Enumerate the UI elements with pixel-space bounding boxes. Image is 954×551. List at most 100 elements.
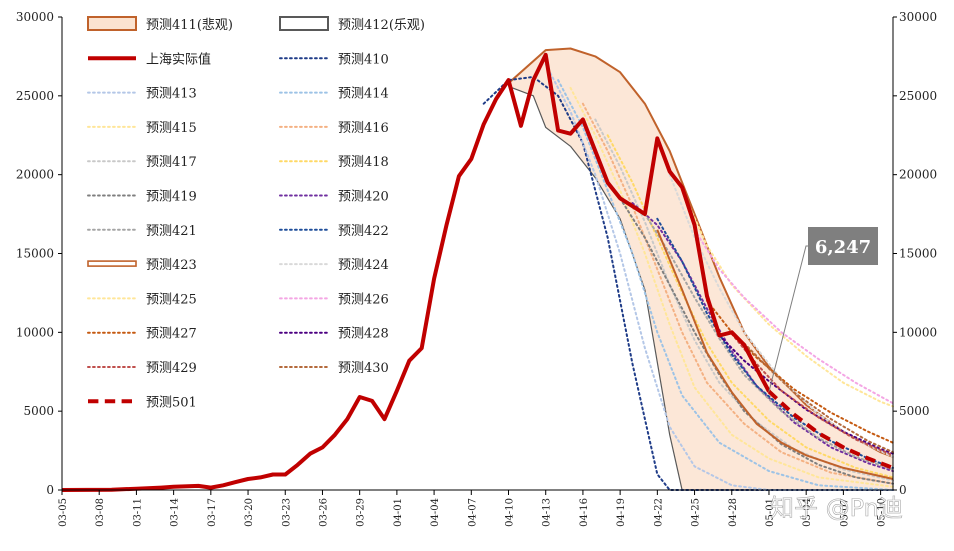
legend-label: 预测411(悲观)	[146, 17, 233, 33]
series-line-416	[581, 102, 894, 485]
x-tick-label: 04-16	[579, 498, 590, 527]
series-line-actual	[61, 52, 771, 492]
legend-item: 预测416	[279, 121, 389, 136]
series-line-423	[656, 229, 894, 480]
legend-swatch	[87, 16, 137, 31]
x-tick-label: 05-07	[839, 498, 850, 527]
series-line-417	[594, 118, 894, 482]
callout-box	[808, 227, 878, 265]
legend-item: 预测414	[279, 87, 389, 102]
legend-item: 预测422	[279, 224, 389, 239]
x-tick-label: 05-01	[765, 498, 776, 527]
callout-label: 6,247	[815, 237, 871, 258]
x-tick-label: 04-07	[467, 498, 478, 527]
y-tick-label-right: 30000	[899, 10, 937, 24]
x-tick-label: 04-04	[430, 498, 441, 527]
legend-item: 上海实际值	[88, 51, 211, 67]
x-tick-label: 04-22	[653, 498, 664, 527]
legend-label: 预测426	[338, 292, 389, 307]
series-line-414	[557, 79, 894, 491]
x-tick-label: 03-17	[207, 498, 218, 527]
y-tick-label-right: 15000	[899, 247, 937, 261]
legend-item: 预测425	[87, 292, 197, 307]
series-line-420	[631, 202, 894, 473]
legend-swatch	[87, 260, 137, 267]
series-line-415	[569, 86, 894, 488]
x-tick-label: 04-28	[728, 498, 739, 527]
legend-label: 预测410	[338, 52, 389, 67]
legend-label: 预测413	[146, 87, 197, 102]
legend-label: 预测422	[338, 224, 389, 239]
series-line-425	[681, 189, 894, 408]
legend-label: 预测424	[338, 258, 389, 273]
legend-label: 预测419	[146, 190, 197, 205]
y-tick-label-left: 20000	[16, 168, 54, 182]
x-tick-label: 03-05	[58, 498, 69, 527]
y-tick-label-left: 15000	[16, 247, 54, 261]
x-tick-label: 03-14	[170, 498, 181, 527]
y-tick-label-right: 5000	[899, 404, 930, 418]
legend-item: 预测410	[279, 52, 389, 67]
series-line-413	[544, 63, 894, 491]
y-tick-label-right: 10000	[899, 325, 937, 339]
y-tick-label-left: 0	[46, 483, 54, 497]
series-line-426	[693, 228, 894, 405]
x-tick-label: 03-20	[244, 498, 255, 527]
legend-item: 预测430	[279, 361, 389, 376]
legend-item: 预测429	[87, 361, 197, 376]
y-tick-label-left: 25000	[16, 89, 54, 103]
legend-item: 预测412(乐观)	[279, 16, 425, 33]
axes: 0 5000 10000 15000 20000 25000 30000 0 5000 10000…	[16, 10, 937, 527]
legend-label: 预测430	[338, 361, 389, 376]
x-tick-label: 03-11	[132, 498, 143, 527]
legend-item: 预测501	[88, 395, 197, 410]
x-tick-label: 03-29	[356, 498, 367, 527]
x-tick-label: 05-10	[877, 498, 888, 527]
legend-item: 预测424	[279, 258, 389, 273]
legend: 预测411(悲观) 预测412(乐观) 上海实际值 预测410 预测413 预测414 预测…	[87, 16, 425, 410]
y-tick-label-right: 20000	[899, 168, 937, 182]
legend-label: 预测423	[146, 258, 197, 273]
x-tick-label: 03-08	[95, 498, 106, 527]
legend-item: 预测423	[87, 258, 197, 273]
watermark: 知乎 @Pn迪	[770, 494, 903, 522]
legend-label: 预测416	[338, 121, 389, 136]
legend-label: 预测420	[338, 190, 389, 205]
legend-label: 预测429	[146, 361, 197, 376]
series-line-410	[482, 75, 894, 491]
legend-label: 预测427	[146, 327, 197, 342]
legend-item: 预测411(悲观)	[87, 16, 233, 33]
series-line-421	[643, 213, 894, 471]
x-tick-label: 04-10	[505, 498, 516, 527]
legend-label: 预测501	[146, 395, 197, 410]
legend-item: 预测417	[87, 155, 197, 170]
legend-label: 预测417	[146, 155, 197, 170]
legend-item: 预测415	[87, 121, 197, 136]
legend-item: 预测418	[279, 155, 389, 170]
x-tick-label: 04-25	[691, 498, 702, 527]
y-tick-label-left: 30000	[16, 10, 54, 24]
legend-item: 预测428	[279, 327, 389, 342]
legend-label: 预测428	[338, 327, 389, 342]
legend-item: 预测427	[87, 327, 197, 342]
series-line-501	[767, 390, 894, 470]
x-tick-label: 03-23	[281, 498, 292, 527]
x-tick-label: 04-19	[616, 498, 627, 527]
legend-item: 预测419	[87, 190, 197, 205]
x-tick-label: 04-13	[542, 498, 553, 527]
x-tick-label: 04-01	[393, 498, 404, 527]
legend-label: 上海实际值	[146, 51, 211, 67]
legend-item: 预测413	[87, 87, 197, 102]
legend-label: 预测412(乐观)	[338, 18, 425, 33]
annotations: 6,247	[768, 227, 878, 392]
legend-swatch	[279, 16, 329, 31]
legend-item: 预测421	[87, 224, 197, 239]
legend-label: 预测414	[338, 87, 389, 102]
series-line-412	[508, 85, 893, 491]
legend-item: 预测426	[279, 292, 389, 307]
y-tick-label-left: 10000	[16, 325, 54, 339]
legend-label: 预测418	[338, 155, 389, 170]
series-line-430	[743, 342, 894, 454]
